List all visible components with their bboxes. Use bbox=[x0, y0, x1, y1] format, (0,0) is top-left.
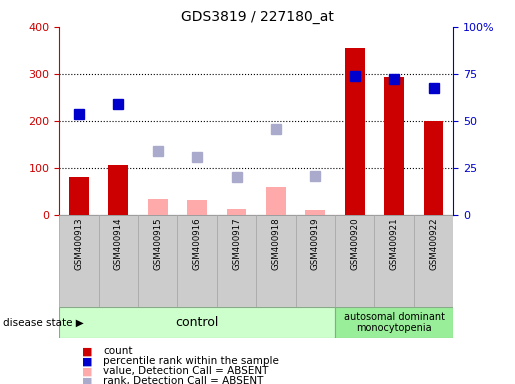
Text: autosomal dominant
monocytopenia: autosomal dominant monocytopenia bbox=[344, 312, 444, 333]
Text: GSM400920: GSM400920 bbox=[350, 218, 359, 270]
Bar bbox=[99, 215, 138, 307]
Text: rank, Detection Call = ABSENT: rank, Detection Call = ABSENT bbox=[103, 376, 263, 384]
Bar bbox=[335, 307, 453, 338]
Text: disease state ▶: disease state ▶ bbox=[3, 318, 83, 328]
Bar bbox=[138, 215, 177, 307]
Text: ■: ■ bbox=[82, 346, 93, 356]
Bar bbox=[424, 121, 443, 215]
Bar bbox=[345, 48, 365, 215]
Bar bbox=[109, 165, 128, 215]
Text: ■: ■ bbox=[82, 356, 93, 366]
Text: GDS3819 / 227180_at: GDS3819 / 227180_at bbox=[181, 10, 334, 23]
Bar bbox=[266, 187, 286, 215]
Text: GSM400913: GSM400913 bbox=[75, 218, 83, 270]
Bar bbox=[59, 307, 335, 338]
Bar bbox=[187, 200, 207, 215]
Bar bbox=[256, 215, 296, 307]
Text: GSM400918: GSM400918 bbox=[271, 218, 280, 270]
Bar bbox=[335, 215, 374, 307]
Bar bbox=[296, 215, 335, 307]
Text: ■: ■ bbox=[82, 366, 93, 376]
Bar bbox=[217, 215, 256, 307]
Text: value, Detection Call = ABSENT: value, Detection Call = ABSENT bbox=[103, 366, 268, 376]
Bar bbox=[305, 210, 325, 215]
Bar bbox=[59, 215, 99, 307]
Text: GSM400914: GSM400914 bbox=[114, 218, 123, 270]
Text: GSM400917: GSM400917 bbox=[232, 218, 241, 270]
Text: GSM400922: GSM400922 bbox=[429, 218, 438, 270]
Text: GSM400919: GSM400919 bbox=[311, 218, 320, 270]
Text: GSM400921: GSM400921 bbox=[390, 218, 399, 270]
Text: control: control bbox=[176, 316, 219, 329]
Bar bbox=[227, 209, 246, 215]
Bar bbox=[384, 77, 404, 215]
Bar bbox=[69, 177, 89, 215]
Bar bbox=[177, 215, 217, 307]
Bar bbox=[148, 199, 167, 215]
Text: ■: ■ bbox=[82, 376, 93, 384]
Text: GSM400916: GSM400916 bbox=[193, 218, 201, 270]
Text: percentile rank within the sample: percentile rank within the sample bbox=[103, 356, 279, 366]
Text: GSM400915: GSM400915 bbox=[153, 218, 162, 270]
Text: count: count bbox=[103, 346, 132, 356]
Bar bbox=[414, 215, 453, 307]
Bar bbox=[374, 215, 414, 307]
